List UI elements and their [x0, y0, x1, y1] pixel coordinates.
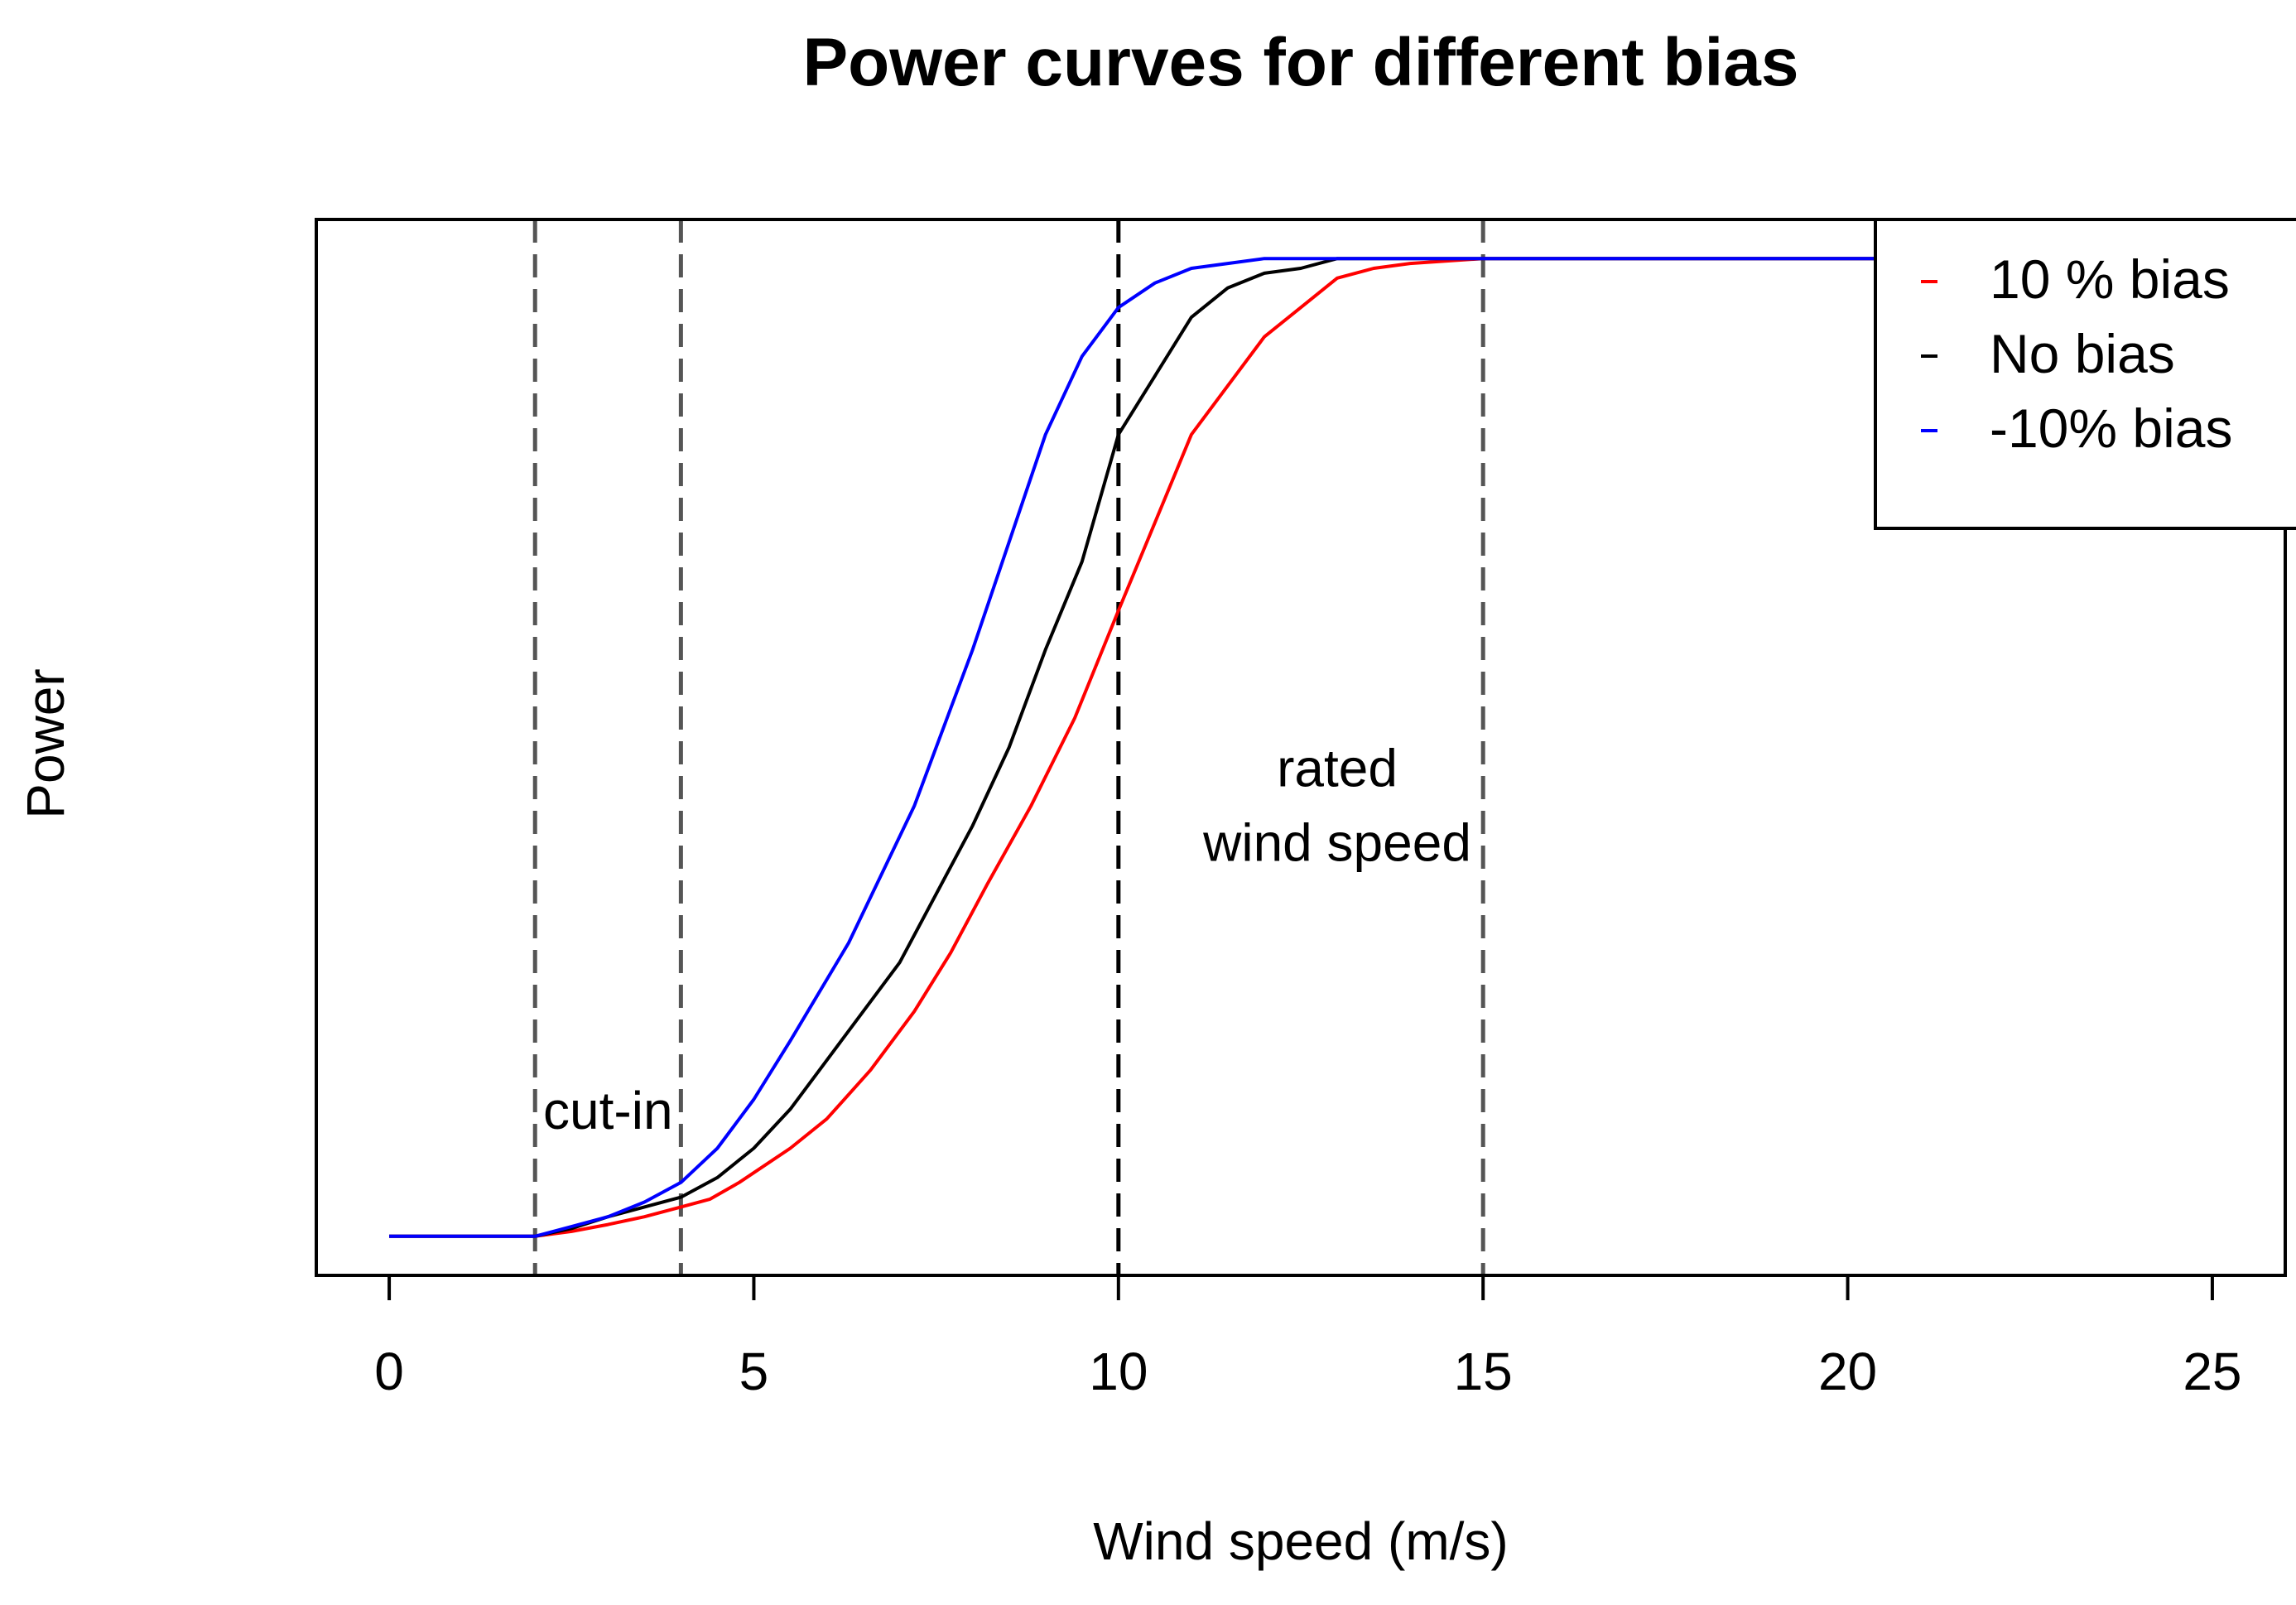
y-axis-label: Power [16, 668, 75, 818]
legend-label-0: 10 % bias [1990, 248, 2230, 310]
legend-label-1: No bias [1990, 323, 2175, 384]
x-tick-label-0: 0 [374, 1342, 404, 1401]
annotation-0-line-0: cut-in [543, 1081, 673, 1140]
legend: 10 % bias No bias -10% bias [1874, 218, 2296, 530]
x-tick-label-10: 10 [1089, 1342, 1148, 1401]
x-tick-label-20: 20 [1818, 1342, 1877, 1401]
x-tick-label-5: 5 [739, 1342, 769, 1401]
legend-box [1874, 218, 2296, 530]
series-group [389, 257, 2285, 1238]
x-axis-label: Wind speed (m/s) [1093, 1511, 1508, 1571]
x-axis: 0 5 10 15 20 25 [374, 1274, 2242, 1401]
chart-title: Power curves for different bias [802, 25, 1798, 100]
annotation-1-line-0: rated [1277, 739, 1398, 798]
reference-lines [532, 219, 1485, 1275]
annotation-1-line-1: wind speed [1202, 813, 1471, 873]
plot-area: 0 5 10 15 20 25 cut-in rated wind speed 10 % bias… [315, 218, 2296, 1401]
x-tick-label-25: 25 [2183, 1342, 2241, 1401]
series-line-2 [389, 257, 2285, 1238]
annotations: cut-in rated wind speed [543, 739, 1471, 1140]
legend-label-2: -10% bias [1990, 398, 2233, 459]
x-tick-label-15: 15 [1454, 1342, 1513, 1401]
annotation-1: rated wind speed [1202, 739, 1471, 873]
annotation-0: cut-in [543, 1081, 673, 1140]
